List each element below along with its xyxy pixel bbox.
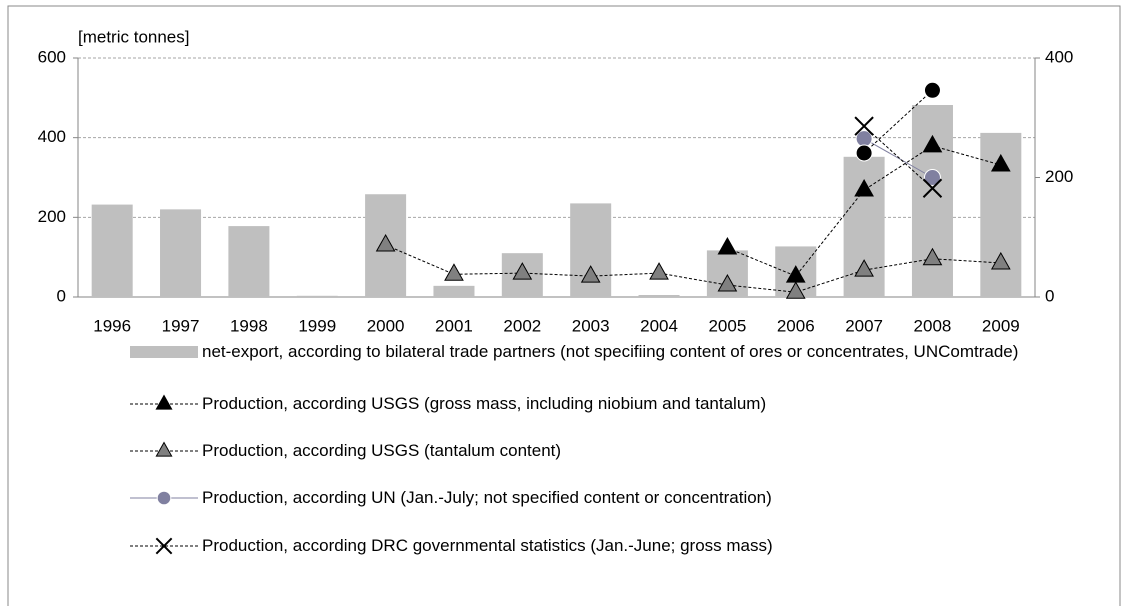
legend-label: Production, according USGS (gross mass, … — [202, 394, 767, 413]
bar — [160, 209, 202, 297]
marker — [155, 441, 173, 457]
marker — [717, 236, 738, 255]
x-tick-label: 2009 — [982, 316, 1020, 335]
y-tick-label: 600 — [38, 47, 66, 66]
series-line — [863, 89, 933, 154]
y2-tick-label: 200 — [1045, 167, 1073, 186]
y2-tick-label: 400 — [1045, 47, 1073, 66]
x-tick-label: 1998 — [230, 316, 268, 335]
x-tick-label: 2008 — [914, 316, 952, 335]
marker — [512, 262, 533, 280]
series-line — [385, 244, 1001, 293]
bar — [638, 295, 680, 297]
y-axis-label: [metric tonnes] — [78, 27, 190, 46]
bar — [296, 295, 338, 297]
marker — [855, 144, 873, 162]
legend-label: Production, according DRC governmental s… — [202, 536, 773, 555]
bar — [570, 203, 612, 297]
marker — [580, 265, 601, 283]
marker — [922, 247, 943, 266]
x-tick-label: 1997 — [162, 316, 200, 335]
x-tick-label: 2006 — [777, 316, 815, 335]
marker — [375, 233, 396, 252]
marker — [990, 153, 1011, 172]
bar — [228, 226, 270, 297]
marker — [854, 179, 874, 197]
marker — [922, 134, 943, 153]
x-tick-label: 2001 — [435, 316, 473, 335]
x-tick-label: 2007 — [845, 316, 883, 335]
marker — [990, 251, 1011, 270]
marker — [444, 263, 464, 281]
frame — [7, 5, 1121, 606]
marker — [923, 169, 941, 186]
marker — [155, 537, 173, 555]
bar — [433, 285, 475, 297]
legend-label: Production, according UN (Jan.-July; not… — [202, 488, 772, 507]
marker — [923, 81, 941, 99]
bar — [911, 105, 953, 298]
marker — [717, 274, 738, 292]
x-tick-label: 2003 — [572, 316, 610, 335]
y2-tick-label: 0 — [1045, 286, 1054, 305]
x-tick-label: 2005 — [708, 316, 746, 335]
marker — [854, 259, 874, 277]
y-tick-label: 400 — [38, 127, 66, 146]
x-tick-label: 1999 — [298, 316, 336, 335]
series-line — [863, 138, 933, 178]
marker — [649, 262, 669, 280]
bar — [91, 204, 133, 297]
marker — [156, 490, 172, 506]
x-tick-label: 1996 — [93, 316, 131, 335]
y-tick-label: 200 — [38, 207, 66, 226]
legend-label: net-export, according to bilateral trade… — [202, 342, 1019, 361]
marker — [155, 394, 173, 410]
x-tick-label: 2000 — [367, 316, 405, 335]
x-tick-label: 2004 — [640, 316, 678, 335]
marker — [785, 281, 806, 299]
marker — [922, 178, 943, 198]
x-tick-label: 2002 — [503, 316, 541, 335]
series-line — [863, 125, 933, 189]
legend-label: Production, according USGS (tantalum con… — [202, 441, 562, 460]
legend-swatch — [130, 346, 198, 358]
marker — [854, 116, 874, 136]
y-tick-label: 0 — [57, 286, 66, 305]
